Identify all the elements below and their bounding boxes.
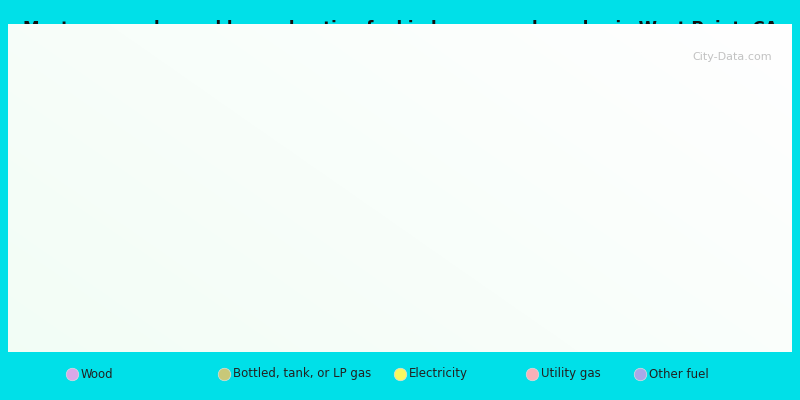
Text: Electricity: Electricity bbox=[409, 368, 468, 380]
Wedge shape bbox=[427, 0, 530, 5]
Wedge shape bbox=[109, 0, 353, 5]
Text: Most commonly used house heating fuel in houses and condos in West Point, CA: Most commonly used house heating fuel in… bbox=[22, 20, 778, 38]
Text: Utility gas: Utility gas bbox=[541, 368, 601, 380]
Text: Wood: Wood bbox=[81, 368, 114, 380]
Text: Bottled, tank, or LP gas: Bottled, tank, or LP gas bbox=[233, 368, 371, 380]
Text: Other fuel: Other fuel bbox=[649, 368, 709, 380]
Text: City-Data.com: City-Data.com bbox=[692, 52, 772, 62]
